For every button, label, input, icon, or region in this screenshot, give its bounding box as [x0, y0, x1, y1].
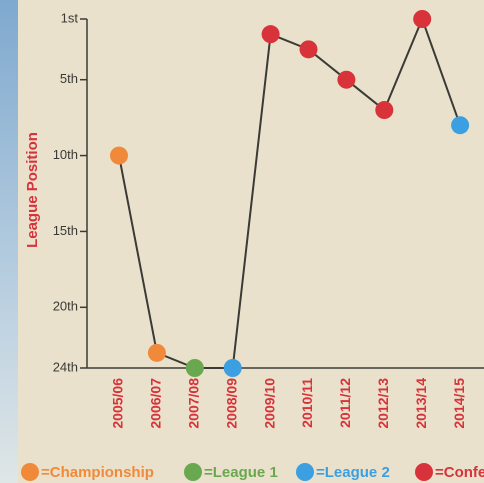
y-tick-label: 15th	[53, 223, 78, 238]
x-tick-label: 2014/15	[451, 378, 467, 429]
data-point	[110, 146, 128, 165]
x-tick-label: 2013/14	[413, 378, 429, 429]
y-tick-label: 24th	[53, 359, 78, 374]
data-point	[185, 359, 204, 377]
legend-label: =Conference	[435, 464, 484, 481]
data-point	[147, 343, 166, 362]
legend-marker	[184, 463, 202, 481]
data-point	[223, 359, 242, 377]
data-point	[299, 40, 318, 59]
x-tick-label: 2011/12	[337, 378, 353, 428]
data-point	[451, 116, 470, 135]
y-tick-label: 5th	[60, 71, 78, 86]
x-tick-label: 2012/13	[375, 378, 391, 429]
sky-strip	[0, 0, 18, 483]
x-tick-label: 2006/07	[148, 378, 164, 429]
x-tick-label: 2008/09	[223, 378, 239, 429]
legend-label: =League 2	[316, 464, 390, 481]
data-point	[375, 101, 394, 120]
data-point	[261, 25, 280, 44]
x-tick-label: 2010/11	[299, 378, 315, 428]
y-tick-label: 10th	[53, 147, 78, 162]
x-tick-label: 2005/06	[110, 378, 126, 429]
x-tick-label: 2007/08	[186, 378, 202, 429]
legend-marker	[415, 463, 433, 481]
data-point	[337, 70, 356, 89]
data-point	[413, 10, 432, 28]
legend-marker	[296, 463, 314, 481]
x-tick-label: 2009/10	[261, 378, 277, 429]
legend-label: =Championship	[41, 464, 154, 481]
y-tick-label: 20th	[53, 299, 78, 314]
y-axis-label: League Position	[24, 132, 41, 248]
y-tick-label: 1st	[61, 10, 79, 25]
legend-label: =League 1	[204, 464, 278, 481]
line	[118, 16, 462, 369]
legend-marker	[21, 463, 39, 481]
